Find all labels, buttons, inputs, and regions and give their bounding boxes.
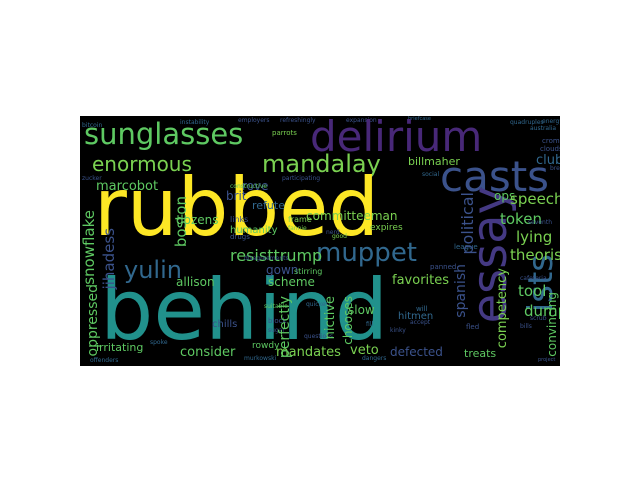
word-mandalay: mandalay xyxy=(262,150,381,178)
word-oppressed: oppressed xyxy=(85,284,101,357)
word-expires: expires xyxy=(370,223,403,233)
word-chooses: chooses xyxy=(341,296,355,345)
word-resisttrump: resisttrump xyxy=(230,246,323,265)
word-behind: behind xyxy=(100,261,389,359)
word-disagreements: disagreements xyxy=(244,255,289,262)
word-dozens: dozens xyxy=(176,213,219,227)
word-dumps: dumps xyxy=(524,302,560,320)
word-bills: bills xyxy=(520,323,532,330)
word-fannie: fannie xyxy=(288,225,307,232)
word-jihadess: jihadess xyxy=(100,228,118,290)
word-mandates: mandates xyxy=(276,345,341,360)
word-snowflake: snowflake xyxy=(80,210,98,285)
word-treats: treats xyxy=(464,347,497,360)
word-parrots: parrots xyxy=(272,129,297,137)
word-offenders: offenders xyxy=(90,357,119,364)
word-block: block xyxy=(268,317,287,325)
word-sugar: sugar xyxy=(268,327,285,334)
word-irritating: irritating xyxy=(96,341,144,354)
word-constructive: constructive xyxy=(230,183,268,190)
word-scrub: scrub xyxy=(530,315,547,322)
word-rove: rove xyxy=(242,179,269,193)
word-frame: frame xyxy=(288,215,312,224)
word-enormous: enormous xyxy=(92,152,192,176)
word-delirium: delirium xyxy=(310,116,483,161)
word-break: break xyxy=(550,165,560,172)
word-cloud: bitcoin instability employers refreshing… xyxy=(80,116,560,366)
word-participating: participating xyxy=(282,175,321,182)
word-briefcase: briefcase xyxy=(408,116,431,122)
word-rubbed: rubbed xyxy=(94,161,380,254)
word-quadruples: quadruples xyxy=(510,119,544,126)
word-social: social xyxy=(422,171,440,178)
word-allison: allison xyxy=(176,275,215,289)
word-lying: lying xyxy=(516,228,553,246)
word-gown: gown xyxy=(266,263,299,277)
word-nictive: nictive xyxy=(323,296,338,340)
word-cafeteria: cafeteria xyxy=(520,275,547,282)
word-australia: australia xyxy=(530,125,557,132)
word-tool: tool xyxy=(518,282,547,300)
word-accept: accept xyxy=(410,319,431,326)
word-questions: questions xyxy=(304,333,334,340)
word-energy: energy xyxy=(542,118,560,125)
word-nerd: nerd xyxy=(326,229,340,236)
word-zucker: zucker xyxy=(82,175,102,182)
word-token: token xyxy=(500,210,542,228)
word-fled: fled xyxy=(466,323,480,331)
word-marcobot: marcobot xyxy=(96,179,159,194)
word-spanish: spanish xyxy=(453,264,469,318)
word-chills: chills xyxy=(212,319,238,330)
word-sunglasses: sunglasses xyxy=(84,117,244,151)
word-league: league xyxy=(454,243,478,251)
word-competency: competency xyxy=(495,268,510,349)
word-will: will xyxy=(416,305,428,313)
word-links: links xyxy=(230,215,249,224)
word-quickest: quickest xyxy=(306,301,332,308)
word-clouds: clouds xyxy=(540,145,560,153)
word-dangers: dangers xyxy=(362,355,387,362)
word-refreshingly: refreshingly xyxy=(280,117,316,124)
word-muppet: muppet xyxy=(316,238,418,268)
word-seventh: seventh xyxy=(528,219,553,226)
word-billmaher: billmaher xyxy=(408,155,460,168)
word-refute: refute xyxy=(252,199,285,212)
word-humanity: humanity xyxy=(230,225,278,236)
word-speech: speech xyxy=(510,190,560,208)
word-stirring: stirring xyxy=(294,267,323,276)
word-panned: panned xyxy=(430,263,457,271)
word-good: good xyxy=(332,233,347,240)
word-ops: ops xyxy=(494,189,516,203)
word-project: project xyxy=(538,357,556,363)
word-rowdy: rowdy xyxy=(252,341,280,351)
word-drugs: drugs xyxy=(230,233,250,241)
word-expansion: expansion xyxy=(346,117,377,124)
word-convincing: convincing xyxy=(545,292,559,357)
word-perfectly: perfectly xyxy=(277,296,293,359)
word-consider: consider xyxy=(180,345,236,360)
word-hitmen: hitmen xyxy=(398,311,434,322)
word-committeeman: committeeman xyxy=(306,209,398,223)
word-scheme: scheme xyxy=(268,275,315,289)
word-veto: veto xyxy=(350,343,379,358)
word-suitable: suitable xyxy=(264,303,288,310)
word-yulin: yulin xyxy=(124,256,182,284)
word-clubs: clubs xyxy=(536,153,560,168)
word-employers: employers xyxy=(238,117,270,124)
word-favorites: favorites xyxy=(392,273,450,288)
word-slow: slow xyxy=(348,303,375,317)
word-brit: brit xyxy=(226,189,247,203)
word-crome: crome xyxy=(542,137,560,145)
word-kinky: kinky xyxy=(390,327,406,334)
word-defected: defected xyxy=(390,345,443,359)
word-boston: boston xyxy=(172,196,190,248)
word-theorist: theorist xyxy=(510,246,560,264)
word-fill: fill xyxy=(366,321,374,328)
word-instability: instability xyxy=(180,119,210,126)
word-murkowski: murkowski xyxy=(244,355,277,362)
word-bitcoin: bitcoin xyxy=(82,122,103,129)
word-political: political xyxy=(458,192,477,255)
word-spoke: spoke xyxy=(150,339,168,346)
word-casts: casts xyxy=(440,152,550,201)
